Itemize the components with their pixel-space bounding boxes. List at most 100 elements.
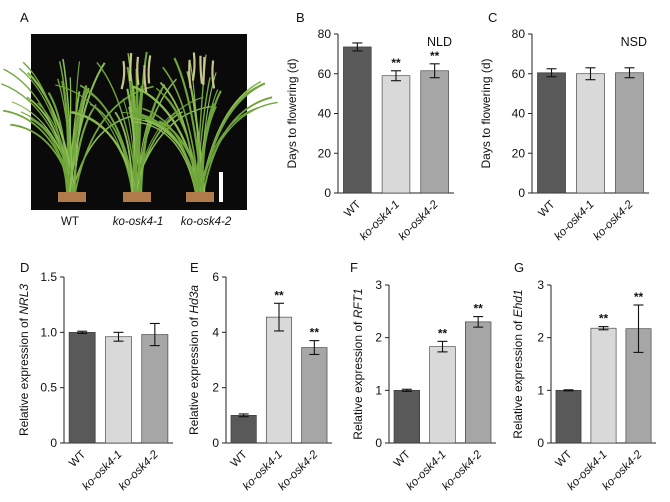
y-tick-label: 40: [512, 107, 526, 121]
panicle: [143, 65, 148, 94]
error-bar: [546, 68, 557, 78]
panel-label: D: [20, 260, 29, 275]
y-tick-label: 1: [537, 383, 544, 397]
y-tick-label: 0: [375, 436, 382, 450]
error-bar: [633, 304, 644, 353]
leaf: [30, 118, 69, 197]
x-category-label: ko-osk4-1: [552, 199, 596, 243]
bar-ko-osk4-1: [576, 73, 605, 194]
x-category-label: ko-osk4-1: [358, 199, 402, 243]
error-bar: [585, 67, 596, 81]
pot: [123, 192, 151, 202]
x-category-label: WT: [392, 449, 413, 470]
error-bar: [113, 331, 124, 342]
significance-marker: **: [634, 290, 644, 304]
bar-ko-osk4-1: [590, 327, 617, 444]
leaf: [158, 120, 205, 197]
bar-wt: [555, 390, 582, 444]
error-bar: [624, 67, 635, 79]
x-category-label: ko-osk4-2: [117, 448, 162, 493]
significance-marker: **: [599, 312, 609, 326]
photo-caption-ko-osk4-1: ko-osk4-1: [113, 216, 164, 228]
panel-a-photo: A WT ko-osk4-1 ko-osk4-2: [1, 10, 278, 228]
panicle: [211, 60, 216, 89]
pot: [186, 192, 214, 202]
y-tick-label: 40: [318, 107, 332, 121]
leaf: [199, 82, 266, 197]
error-bar: [437, 340, 448, 353]
y-axis-label: Relative expression of NRL3: [17, 284, 31, 436]
y-tick-label: 20: [318, 146, 332, 160]
y-axis-label: Relative expression of Hd3a: [187, 285, 201, 435]
bar-ko-osk4-1: [265, 316, 293, 444]
x-category-label: WT: [536, 199, 557, 220]
bar-ko-osk4-1: [105, 336, 132, 444]
error-bar: [238, 413, 249, 418]
condition-label: NSD: [621, 35, 647, 49]
leaf: [122, 98, 137, 197]
y-tick-label: 60: [318, 67, 332, 81]
panicle: [120, 60, 126, 90]
y-tick-label: 3: [537, 278, 544, 292]
y-axis-label: Relative expression of Ehd1: [511, 289, 525, 438]
x-category-label: WT: [553, 449, 574, 470]
y-tick-label: 4: [212, 325, 219, 339]
y-axis-label-gene: NRL3: [17, 284, 31, 315]
bar-ko-osk4-1: [381, 75, 411, 194]
bar-ko-osk4-2: [141, 334, 169, 444]
leaf: [55, 84, 134, 197]
significance-marker: **: [274, 288, 284, 302]
y-axis-label-prefix: Relative expression of: [511, 317, 525, 438]
y-axis-label-prefix: Relative expression of: [187, 314, 201, 435]
y-tick-label: 2: [375, 331, 382, 345]
y-tick-label: 0: [537, 436, 544, 450]
y-tick-label: 1: [375, 383, 382, 397]
rice-plant-3: [122, 52, 278, 202]
y-tick-label: 3: [375, 278, 382, 292]
leaf: [89, 103, 134, 197]
error-bar: [149, 322, 160, 347]
panicle: [128, 52, 133, 82]
panel-label: E: [190, 260, 199, 275]
x-category-label: ko-osk4-2: [397, 198, 442, 243]
y-tick-label: 0: [50, 436, 57, 450]
y-axis-label-gene: Ehd1: [511, 289, 525, 317]
panel-label: G: [514, 260, 524, 275]
panel-a-label: A: [20, 10, 29, 25]
x-category-label: WT: [229, 449, 250, 470]
leaf: [200, 103, 215, 197]
significance-marker: **: [438, 326, 448, 340]
y-tick-label: 0: [212, 436, 219, 450]
error-bar: [391, 70, 401, 82]
y-tick-label: 0: [518, 186, 525, 200]
y-tick-label: 1.5: [40, 270, 57, 284]
scale-bar: [219, 172, 223, 202]
y-tick-label: 80: [512, 27, 526, 41]
significance-marker: **: [430, 49, 440, 63]
panicle: [188, 60, 192, 89]
error-bar: [473, 316, 484, 328]
error-bar: [77, 330, 88, 334]
x-category-label: WT: [342, 199, 363, 220]
panicle: [147, 55, 152, 84]
condition-label: NLD: [427, 35, 452, 49]
error-bar: [401, 388, 412, 392]
y-axis-label: Relative expression of RFT1: [351, 288, 365, 439]
bar-wt: [68, 332, 96, 444]
bar-ko-osk4-1: [429, 346, 456, 444]
x-category-label: ko-osk4-2: [276, 448, 321, 493]
y-axis-label: Days to flowering (d): [285, 58, 299, 168]
error-bar: [563, 389, 574, 392]
bar-wt: [393, 390, 420, 444]
chart-panel-e: E 0 2 4 6 Relative expression of Hd3a WT ** ko-o…: [187, 260, 332, 493]
panicle: [191, 52, 196, 81]
chart-panel-d: D 0 0.5 1.0 1.5 Relative expression of NRL3 WT…: [17, 260, 173, 493]
bar-ko-osk4-2: [420, 70, 449, 194]
leaf: [114, 111, 134, 197]
significance-marker: **: [391, 56, 401, 70]
bar-wt: [343, 46, 372, 194]
bar-ko-osk4-2: [301, 347, 328, 444]
y-axis-label-gene: RFT1: [351, 288, 365, 318]
error-bar: [352, 42, 363, 52]
x-category-label: ko-osk4-2: [440, 448, 485, 493]
